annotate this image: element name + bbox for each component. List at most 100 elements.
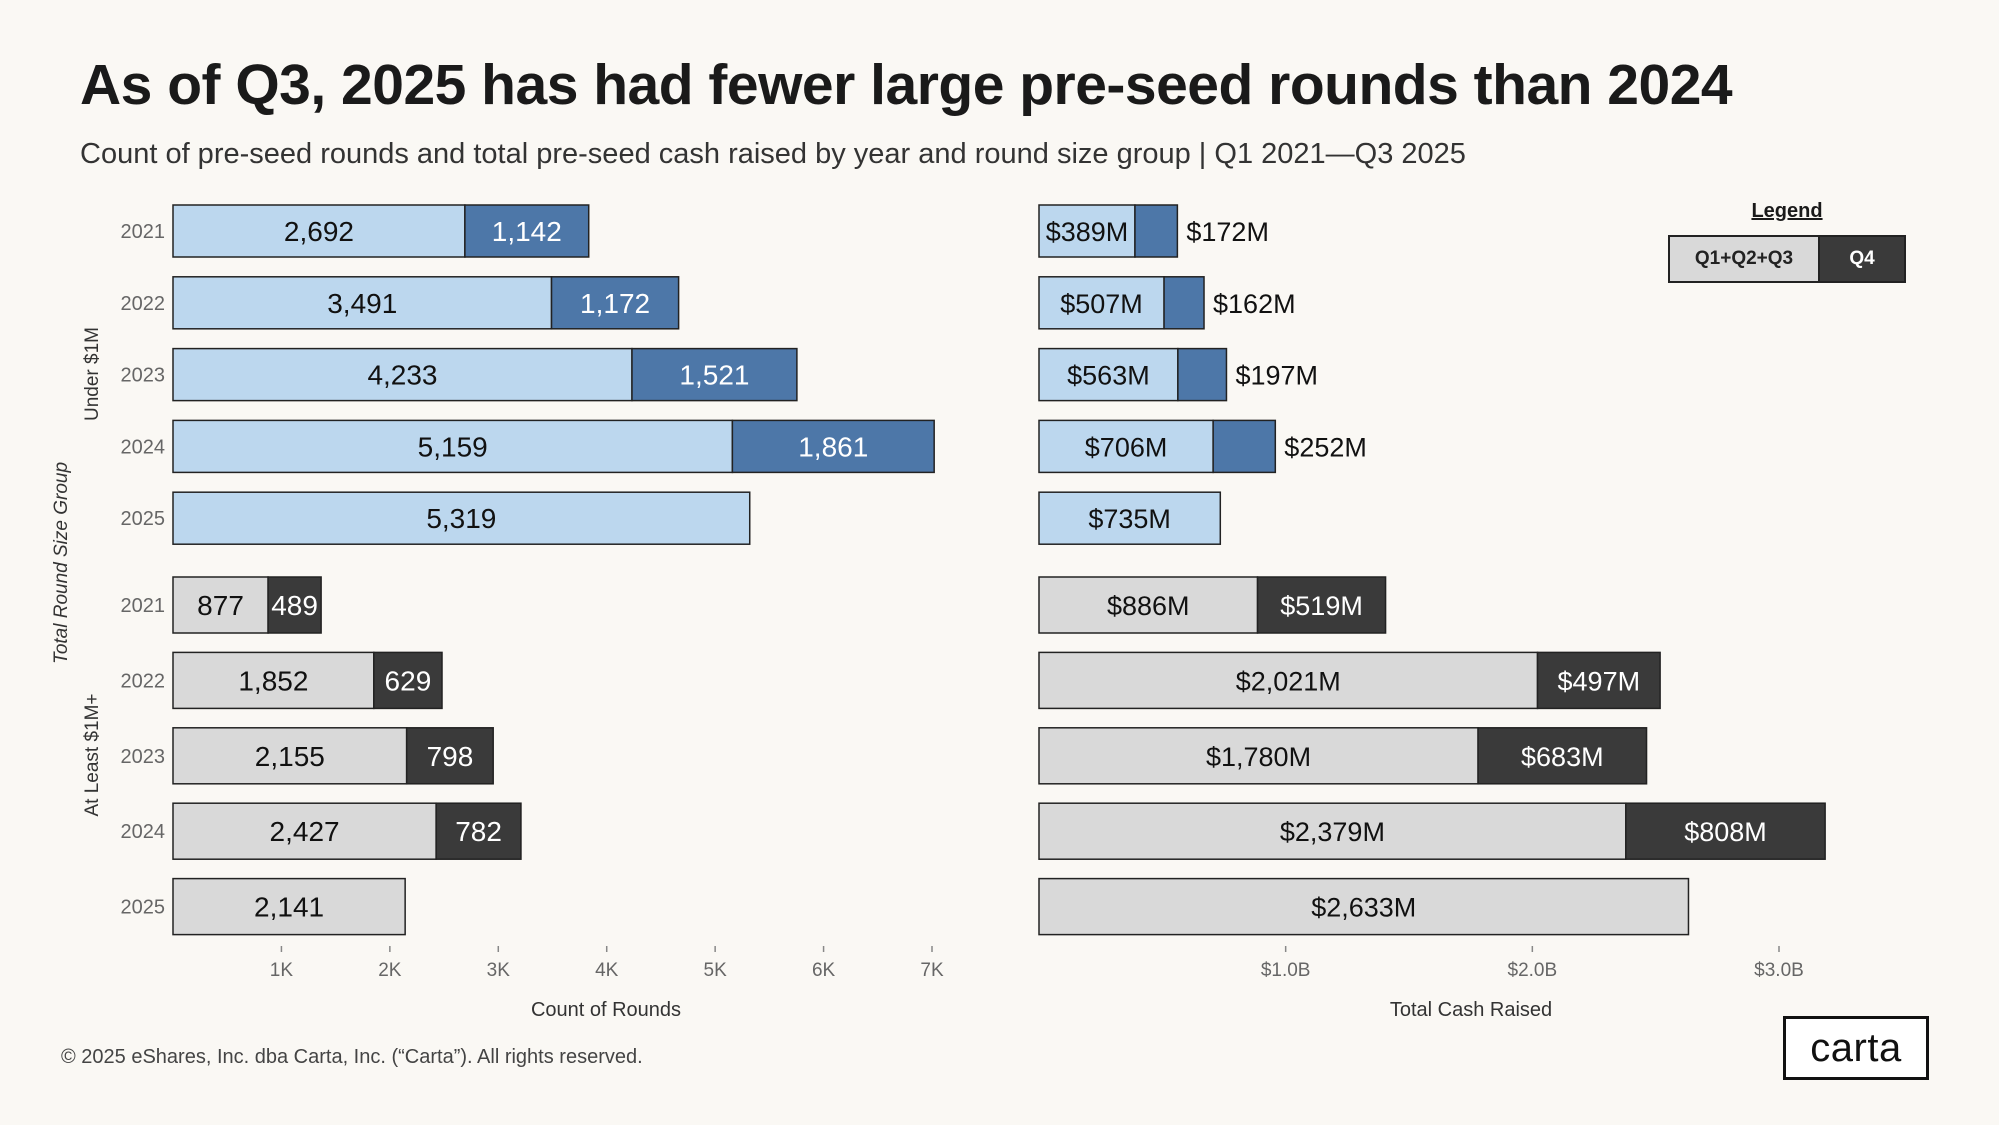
carta-logo: carta [1783, 1016, 1929, 1080]
x-tick-label: 5K [704, 960, 728, 981]
cash-label-q4: $519M [1280, 591, 1363, 621]
count-label-q1q3: 3,491 [327, 288, 397, 319]
count-bar-q4 [631, 347, 798, 402]
count-bar-q1q3 [172, 727, 408, 785]
cash-bar-q1q3 [1038, 877, 1690, 936]
cash-label-q1q3: $2,379M [1280, 817, 1385, 847]
count-bar-q4 [731, 419, 935, 474]
year-label: 2024 [121, 436, 166, 458]
cash-label-q1q3: $706M [1085, 432, 1168, 462]
count-label-q4: 629 [385, 665, 432, 696]
cash-label-q1q3: $389M [1046, 217, 1129, 247]
cash-bar-q1q3 [1038, 576, 1259, 634]
count-bar-q1q3 [172, 802, 437, 860]
count-bar-q4 [435, 802, 522, 860]
count-label-q1q3: 877 [197, 590, 244, 621]
x-tick-label: $2.0B [1508, 960, 1558, 981]
count-bar-q1q3 [172, 877, 406, 936]
cash-bar-q4 [1163, 276, 1205, 330]
x-axis-title-cash: Total Cash Raised [1390, 999, 1552, 1021]
cash-bar-q1q3 [1038, 802, 1627, 860]
count-bar-q4 [464, 204, 590, 258]
year-label: 2021 [121, 595, 166, 617]
count-label-q1q3: 2,427 [270, 816, 340, 847]
cash-label-q4: $808M [1684, 817, 1767, 847]
group-label: Under $1M [82, 327, 103, 421]
year-label: 2023 [121, 746, 166, 768]
count-label-q4: 782 [455, 816, 502, 847]
cash-bar-q1q3 [1038, 419, 1214, 474]
cash-label-q4: $683M [1521, 742, 1604, 772]
count-label-q4: 798 [427, 741, 474, 772]
legend-key-q4: Q4 [1820, 235, 1906, 283]
cash-label-q1q3: $2,021M [1236, 666, 1341, 696]
legend-keys: Q1+Q2+Q3 Q4 [1668, 235, 1906, 283]
x-tick-label: 3K [487, 960, 511, 981]
count-label-q1q3: 2,155 [255, 741, 325, 772]
year-label: 2021 [121, 221, 166, 243]
x-axis-title-count: Count of Rounds [531, 999, 681, 1021]
cash-bar-q4 [1256, 576, 1387, 634]
group-label: At Least $1M+ [82, 693, 103, 816]
cash-bar-q1q3 [1038, 347, 1179, 402]
count-bar-q4 [267, 576, 322, 634]
count-label-q1q3: 1,852 [238, 665, 308, 696]
cash-label-q1q3: $563M [1067, 361, 1150, 391]
x-tick-label: 4K [595, 960, 619, 981]
x-tick-label: 2K [378, 960, 402, 981]
count-label-q4: 1,172 [580, 288, 650, 319]
x-tick-label: $1.0B [1261, 960, 1311, 981]
cash-label-q4: $252M [1284, 432, 1367, 462]
count-label-q4: 1,861 [798, 431, 868, 462]
count-label-q4: 489 [271, 590, 318, 621]
cash-label-q4: $197M [1235, 361, 1318, 391]
year-label: 2022 [121, 670, 166, 692]
count-bar-q1q3 [172, 491, 751, 545]
year-label: 2025 [121, 508, 166, 530]
count-label-q4: 1,142 [492, 216, 562, 247]
cash-bar-q4 [1212, 419, 1277, 474]
footer-copyright: © 2025 eShares, Inc. dba Carta, Inc. (“C… [61, 1046, 643, 1068]
year-label: 2023 [121, 365, 166, 387]
count-bar-q4 [405, 727, 494, 785]
cash-bar-q4 [1625, 802, 1826, 860]
legend-key-q1-q3: Q1+Q2+Q3 [1668, 235, 1820, 283]
cash-label-q4: $162M [1213, 289, 1296, 319]
y-axis-title: Total Round Size Group [51, 462, 72, 664]
count-bar-q4 [550, 276, 680, 330]
count-bar-q1q3 [172, 204, 466, 258]
count-label-q1q3: 2,141 [254, 892, 324, 923]
chart-subtitle: Count of pre-seed rounds and total pre-s… [80, 138, 1466, 170]
year-label: 2022 [121, 293, 166, 315]
x-tick-label: $3.0B [1754, 960, 1804, 981]
cash-label-q1q3: $735M [1088, 504, 1171, 534]
count-label-q1q3: 4,233 [367, 360, 437, 391]
cash-label-q1q3: $2,633M [1311, 893, 1416, 923]
cash-bar-q4 [1536, 651, 1661, 710]
count-label-q1q3: 5,159 [418, 431, 488, 462]
cash-label-q4: $172M [1186, 217, 1269, 247]
x-tick-label: 1K [270, 960, 294, 981]
count-bar-q1q3 [172, 347, 633, 402]
year-label: 2025 [121, 897, 166, 919]
cash-bar-q1q3 [1038, 276, 1165, 330]
cash-label-q1q3: $1,780M [1206, 742, 1311, 772]
cash-bar-q4 [1477, 727, 1648, 785]
cash-label-q4: $497M [1558, 666, 1641, 696]
x-tick-label: 6K [812, 960, 836, 981]
count-bar-q1q3 [172, 276, 553, 330]
count-bar-q1q3 [172, 419, 734, 474]
legend-title: Legend [1751, 200, 1823, 222]
count-bar-q4 [373, 651, 443, 710]
cash-bar-q1q3 [1038, 491, 1222, 545]
cash-label-q1q3: $886M [1107, 591, 1190, 621]
cash-bar-q4 [1177, 347, 1228, 402]
legend: Legend Q1+Q2+Q3 Q4 [1668, 200, 1906, 283]
count-label-q1q3: 2,692 [284, 216, 354, 247]
x-tick-label: 7K [920, 960, 944, 981]
cash-label-q1q3: $507M [1060, 289, 1143, 319]
chart-title: As of Q3, 2025 has had fewer large pre-s… [80, 53, 1733, 117]
cash-bar-q1q3 [1038, 651, 1539, 710]
year-label: 2024 [121, 821, 166, 843]
